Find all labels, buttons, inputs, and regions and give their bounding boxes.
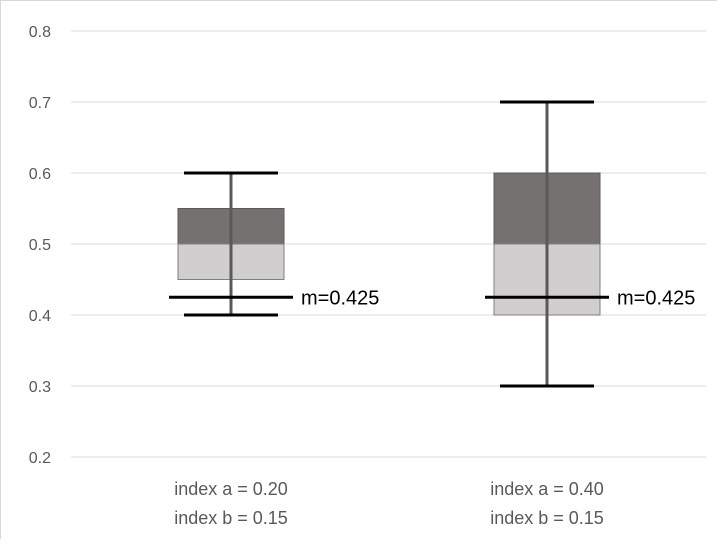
y-tick-label: 0.5 bbox=[29, 237, 51, 254]
y-tick-label: 0.7 bbox=[29, 95, 51, 112]
y-tick-label: 0.4 bbox=[29, 308, 51, 325]
category-label: index a = 0.20 bbox=[174, 479, 288, 499]
y-tick-label: 0.6 bbox=[29, 166, 51, 183]
y-tick-label: 0.8 bbox=[29, 24, 51, 41]
y-tick-label: 0.2 bbox=[29, 450, 51, 467]
x-axis-categories: index a = 0.20 index b = 0.15 index a = 0.… bbox=[174, 479, 604, 528]
mark-label: m=0.425 bbox=[301, 287, 379, 309]
y-axis-ticks: 0.2 0.3 0.4 0.5 0.6 0.7 0.8 bbox=[29, 24, 51, 467]
category-label: index b = 0.15 bbox=[490, 508, 604, 528]
gridlines bbox=[71, 30, 706, 458]
category-label: index b = 0.15 bbox=[174, 508, 288, 528]
box-series: m=0.425 m=0.425 bbox=[169, 100, 695, 388]
y-tick-label: 0.3 bbox=[29, 379, 51, 396]
mark-label: m=0.425 bbox=[617, 287, 695, 309]
box-2: m=0.425 bbox=[485, 100, 695, 388]
box-1: m=0.425 bbox=[169, 171, 379, 317]
category-label: index a = 0.40 bbox=[490, 479, 604, 499]
